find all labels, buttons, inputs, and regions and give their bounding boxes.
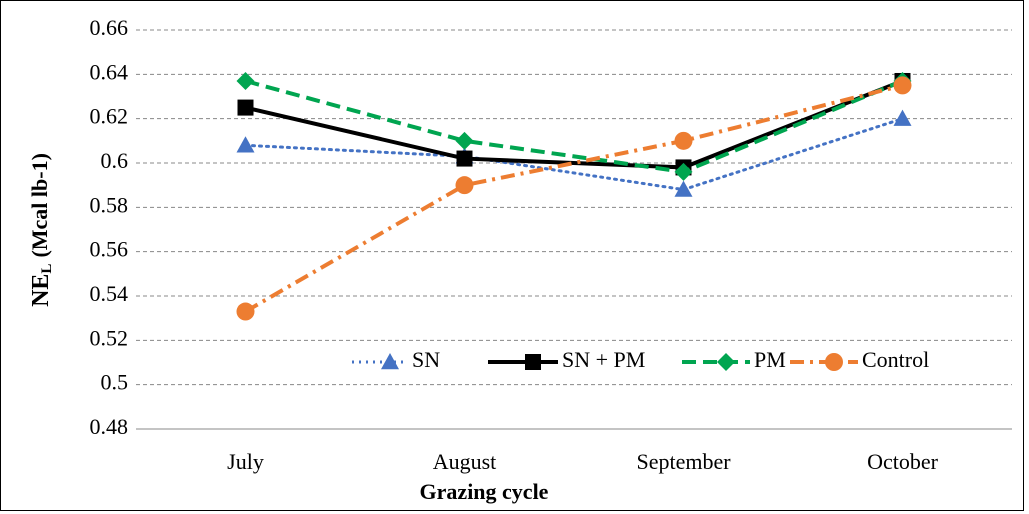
legend-label: PM (754, 347, 786, 372)
legend-marker (381, 353, 399, 370)
data-point (674, 180, 693, 197)
x-tick-label: August (433, 449, 497, 474)
legend-label: SN (412, 347, 440, 372)
series-line (244, 117, 904, 192)
series-line (244, 79, 904, 174)
legend-marker (825, 353, 843, 371)
legend-label: Control (862, 347, 929, 372)
x-tick-label: July (227, 449, 264, 474)
data-point (893, 76, 912, 95)
y-tick-label: 0.64 (90, 59, 129, 84)
data-point (674, 131, 693, 150)
data-point (236, 71, 255, 90)
y-tick-label: 0.66 (90, 15, 129, 40)
y-tick-label: 0.48 (90, 414, 129, 439)
y-tick-label: 0.62 (90, 104, 129, 129)
x-tick-label: September (636, 449, 731, 474)
data-point (237, 99, 254, 116)
y-title-subscript: L (39, 264, 55, 274)
legend-marker (525, 354, 541, 370)
y-title-unit: (Mcal lb-1) (27, 153, 52, 257)
data-point (455, 131, 474, 150)
y-tick-label: 0.6 (101, 148, 129, 173)
series-line (244, 83, 903, 314)
data-point (236, 302, 255, 321)
x-axis-title: Grazing cycle (420, 479, 549, 504)
y-tick-label: 0.58 (90, 192, 129, 217)
series-line (245, 79, 904, 170)
data-point (236, 136, 255, 153)
y-tick-label: 0.5 (101, 370, 129, 395)
y-axis-title: NEL (Mcal lb-1) (27, 153, 55, 307)
x-tick-label: October (867, 449, 939, 474)
data-point (455, 176, 474, 195)
data-point (456, 150, 473, 167)
y-tick-label: 0.56 (90, 237, 129, 262)
data-point (893, 109, 912, 126)
y-tick-label: 0.54 (90, 281, 129, 306)
legend-marker (717, 353, 735, 371)
legend-label: SN + PM (562, 347, 645, 372)
y-tick-label: 0.52 (90, 325, 129, 350)
y-title-main: NE (28, 274, 54, 307)
data-point (674, 162, 693, 181)
